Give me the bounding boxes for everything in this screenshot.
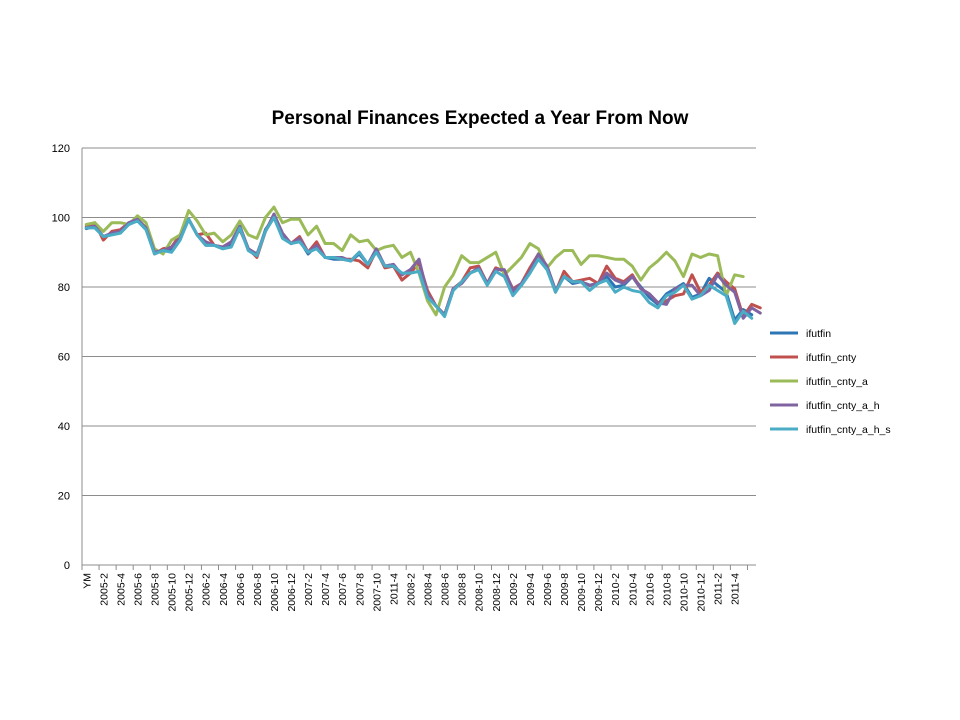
x-axis-ticks: YM 2005-2 2005-4 2005-6 2005-8 2005-10 2005-12…	[81, 573, 741, 612]
x-tick-label: 2009-2	[508, 573, 520, 606]
x-tick-label: 2008-12	[491, 573, 503, 612]
x-tick-label: 2005-2	[98, 573, 110, 606]
x-tick-label: 2005-4	[115, 573, 127, 606]
x-tick-label: 2006-6	[235, 573, 247, 606]
y-tick-label: 100	[52, 213, 70, 225]
x-tick-label: 2005-8	[150, 573, 162, 606]
y-tick-label: 20	[58, 491, 70, 503]
x-tick-label: 2009-10	[576, 573, 588, 612]
axes	[81, 148, 756, 570]
legend-label: ifutfin_cnty_a_h_s	[806, 424, 891, 436]
x-tick-label: 2010-2	[610, 573, 622, 606]
x-tick-label: 2009-6	[542, 573, 554, 606]
x-tick-label: 2006-4	[218, 573, 230, 606]
x-tick-label: YM	[81, 573, 93, 589]
x-tick-label: 2007-6	[337, 573, 349, 606]
x-tick-label: 2008-8	[457, 573, 469, 606]
chart-title: Personal Finances Expected a Year From N…	[272, 108, 689, 129]
legend-label: ifutfin_cnty_a_h	[806, 400, 880, 412]
x-tick-label: 2006-10	[269, 573, 281, 612]
legend: ifutfin ifutfin_cnty ifutfin_cnty_aifutfin…	[770, 328, 891, 436]
x-tick-label: 2011-2	[713, 573, 725, 605]
x-tick-label: 2009-4	[525, 573, 537, 606]
y-tick-label: 0	[64, 560, 70, 572]
x-tick-label: 2010-10	[678, 573, 690, 612]
series-line-ifutfin-cnty-a-h-s	[84, 216, 754, 325]
x-tick-label: 2010-12	[696, 573, 708, 612]
x-tick-label: 2005-12	[184, 573, 196, 612]
x-tick-label: 2008-2	[405, 573, 417, 606]
x-tick-label: 2007-2	[303, 573, 315, 606]
y-tick-label: 60	[58, 352, 70, 364]
x-tick-label: 2010-8	[661, 573, 673, 606]
x-tick-label: 2010-6	[644, 573, 656, 606]
y-axis-ticks: 0 20 40 60 80 100 120	[52, 143, 70, 572]
series-lines	[84, 205, 762, 325]
series-line-ifutfin-cnty-a-h	[84, 212, 762, 320]
y-tick-label: 40	[58, 421, 70, 433]
y-tick-label: 120	[52, 143, 70, 155]
x-tick-label: 2007-4	[320, 573, 332, 606]
legend-label: ifutfin	[806, 328, 831, 340]
gridlines	[82, 147, 756, 566]
x-tick-label: 2005-10	[167, 573, 179, 612]
x-tick-label: 2009-8	[559, 573, 571, 606]
x-tick-label: 2008-4	[423, 573, 435, 606]
x-tick-label: 2006-8	[252, 573, 264, 606]
x-tick-label: 2008-10	[474, 573, 486, 612]
legend-label: ifutfin_cnty	[806, 352, 857, 364]
x-tick-label: 2006-2	[201, 573, 213, 606]
x-tick-label: 2007-10	[371, 573, 383, 612]
x-tick-label: 2009-12	[593, 573, 605, 612]
x-tick-label: 2007-8	[354, 573, 366, 606]
x-tick-label: 2010-4	[627, 573, 639, 606]
x-tick-label: 2011-4	[388, 573, 400, 605]
legend-label: ifutfin_cnty_a	[806, 376, 868, 388]
x-tick-label: 2005-6	[132, 573, 144, 606]
x-tick-label: 2006-12	[286, 573, 298, 612]
y-tick-label: 80	[58, 282, 70, 294]
x-tick-label: 2011-4	[730, 573, 742, 605]
x-tick-label: 2008-6	[440, 573, 452, 606]
